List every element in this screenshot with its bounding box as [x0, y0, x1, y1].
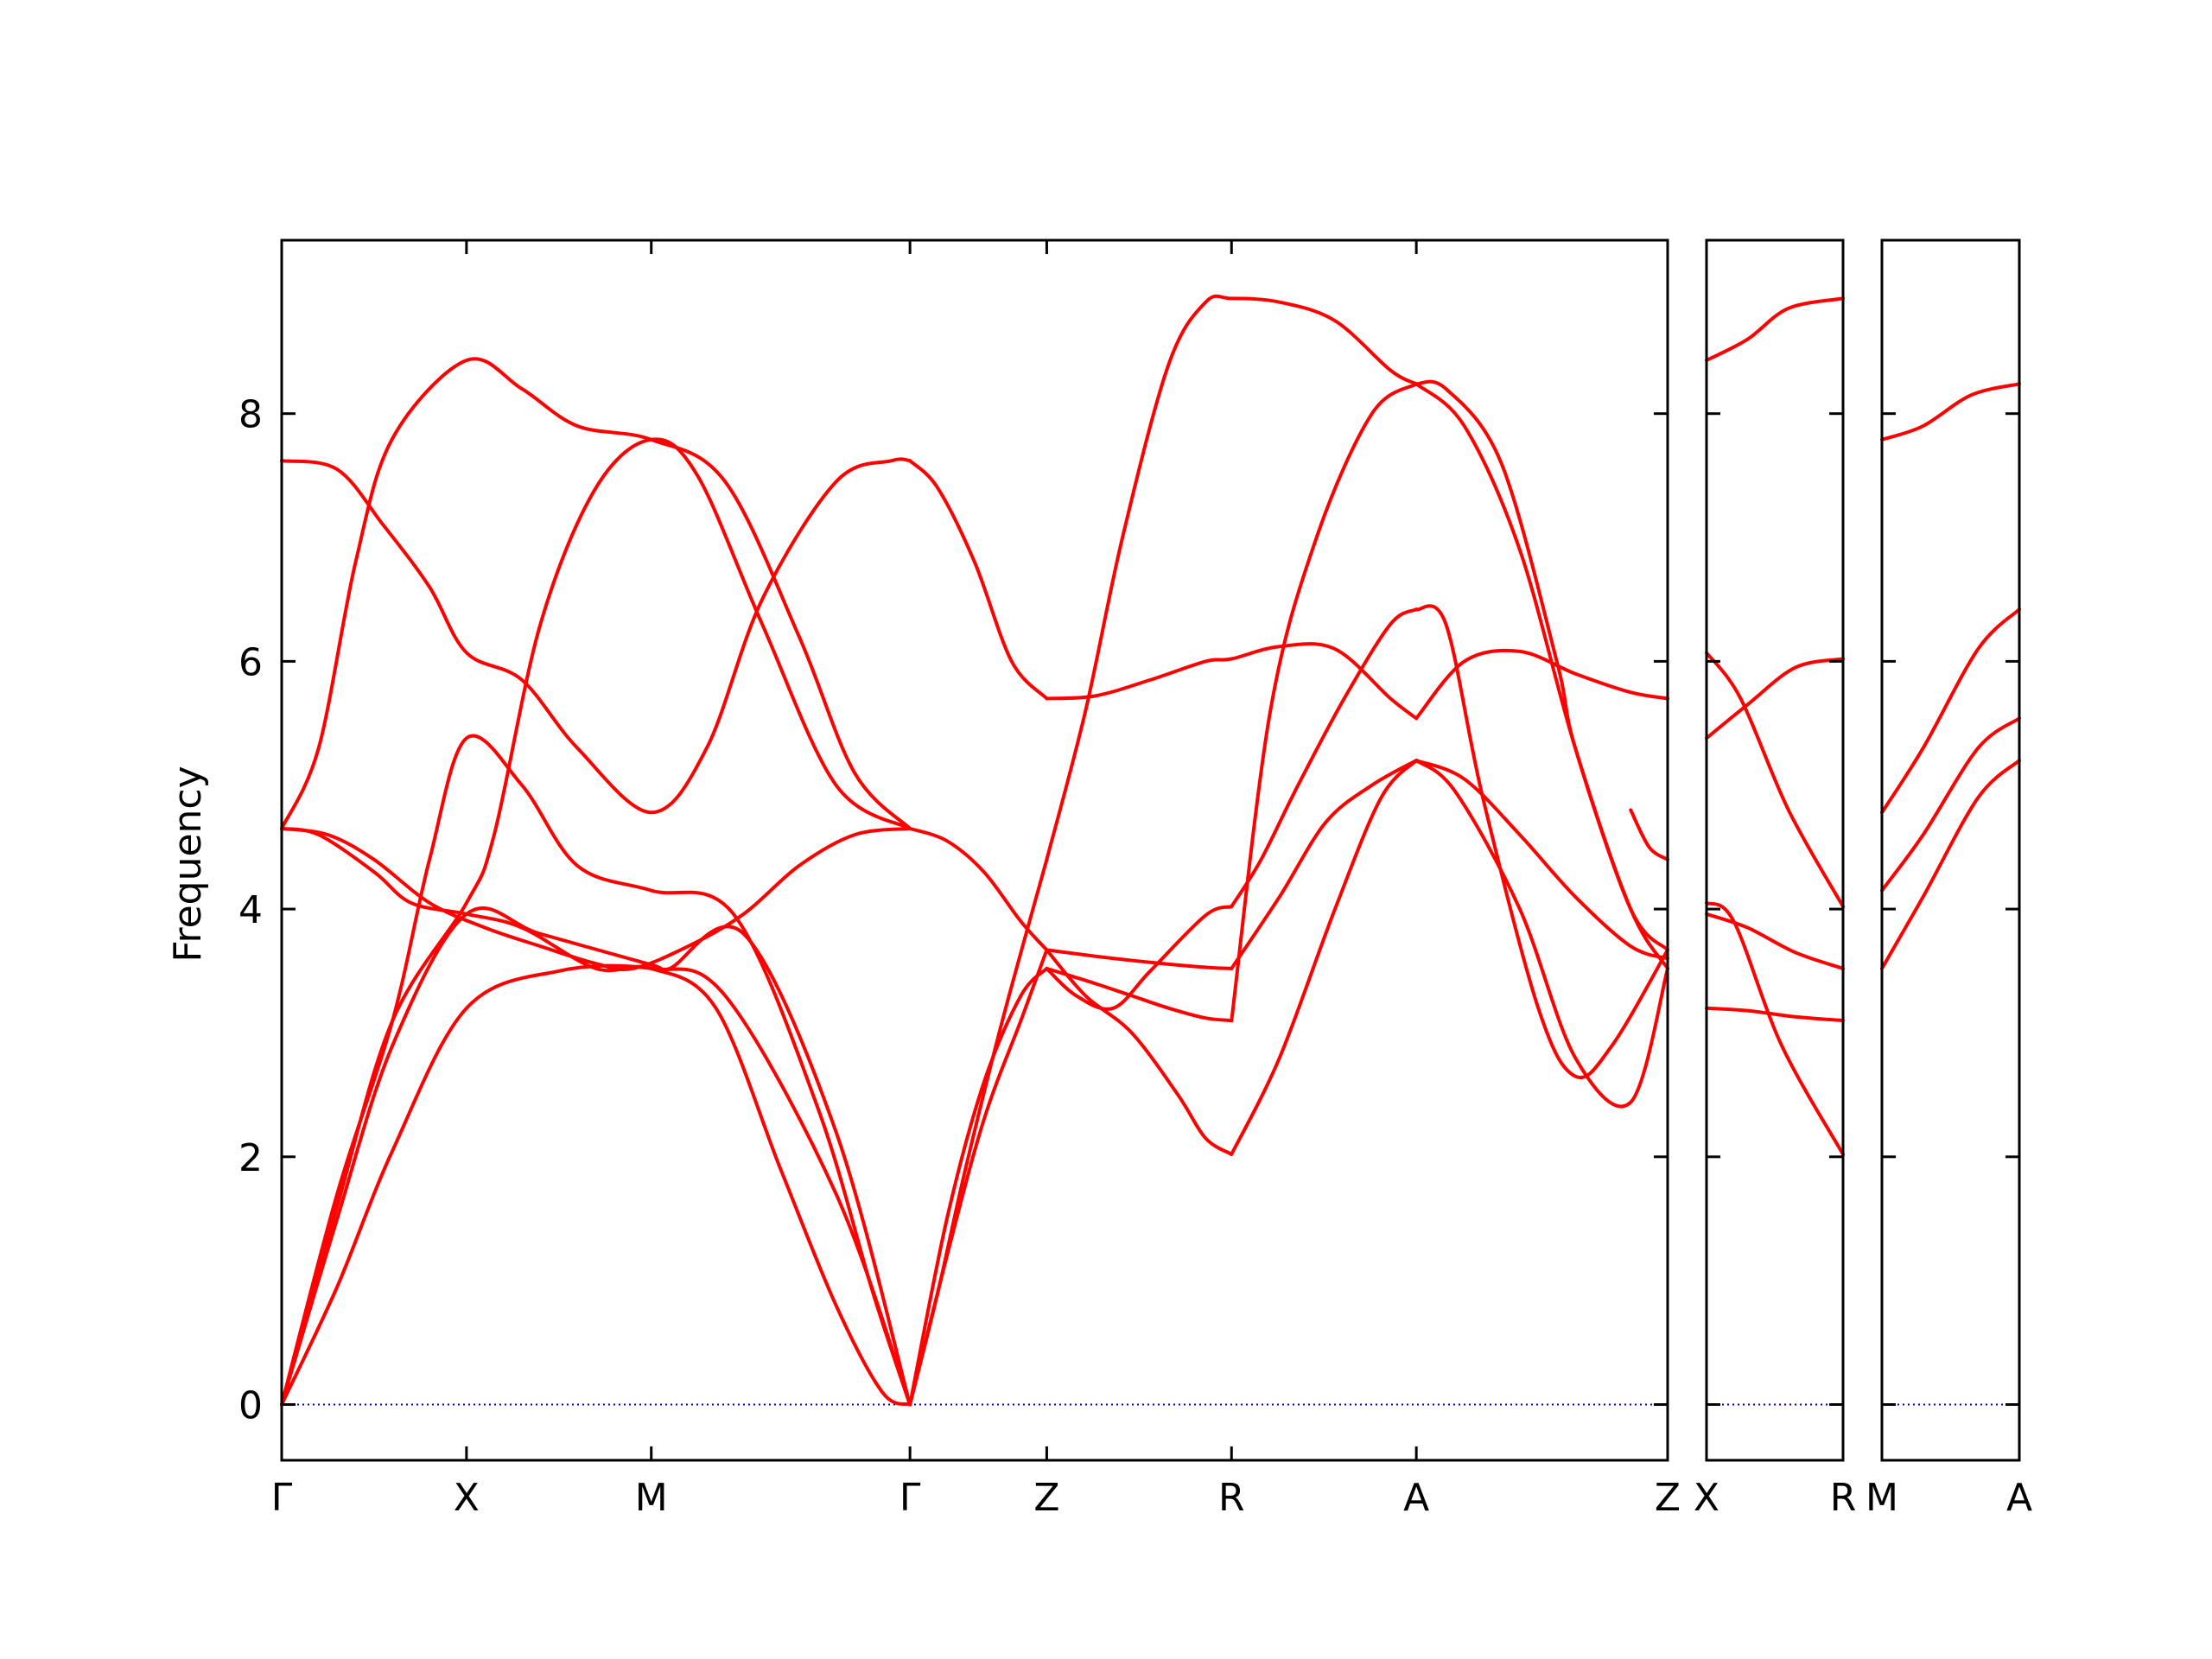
- plot-frame: [1705, 238, 1845, 1462]
- plot-frame: [280, 238, 1669, 1462]
- band-line: [1880, 607, 2021, 815]
- band-line: [280, 457, 912, 815]
- x-tick-label: R: [1830, 1476, 1857, 1520]
- band-line: [1230, 607, 1419, 909]
- band-line: [1045, 948, 1234, 970]
- band-line: [280, 357, 912, 830]
- band-line: [1705, 651, 1845, 909]
- x-tick-label: Γ: [899, 1476, 921, 1520]
- band-line: [1414, 382, 1669, 970]
- x-tick-label: A: [2006, 1476, 2032, 1520]
- y-tick-label: 8: [238, 393, 263, 437]
- band-line: [1045, 948, 1234, 1156]
- band-line: [908, 826, 1049, 952]
- band-line: [1045, 966, 1234, 1023]
- band-line: [1414, 604, 1669, 1080]
- band-line: [908, 948, 1049, 1407]
- band-line: [1230, 759, 1419, 970]
- band-line: [280, 963, 912, 1407]
- band-line: [280, 826, 912, 972]
- x-tick-label: X: [454, 1476, 480, 1520]
- band-line: [1880, 716, 2021, 893]
- band-line: [1045, 905, 1234, 1011]
- band-line: [1705, 912, 1845, 970]
- band-line: [1414, 759, 1669, 961]
- band-line: [908, 459, 1049, 701]
- band-line: [1880, 759, 2021, 970]
- band-line: [280, 906, 912, 1407]
- band-line: [1705, 1006, 1845, 1023]
- x-tick-label: M: [1866, 1476, 1898, 1520]
- x-tick-label: R: [1218, 1476, 1245, 1520]
- band-line: [1045, 642, 1419, 721]
- x-tick-label: A: [1403, 1476, 1429, 1520]
- panel-1: 0 2 4 6 8 Γ X M Γ Z R A Z: [238, 238, 1681, 1520]
- y-tick-label: 6: [238, 640, 263, 684]
- x-tick-label: Z: [1655, 1476, 1681, 1520]
- y-tick-label: 2: [238, 1136, 263, 1180]
- band-line: [1705, 900, 1845, 1156]
- x-tick-label: M: [635, 1476, 668, 1520]
- y-axis-label: Frequency: [166, 766, 210, 962]
- x-tick-label: X: [1694, 1476, 1719, 1520]
- band-line: [1045, 294, 1419, 861]
- y-tick-label: 0: [238, 1383, 263, 1427]
- band-line: [908, 966, 1049, 1407]
- band-line: [1705, 657, 1845, 741]
- x-tick-label: Γ: [271, 1476, 293, 1520]
- band-line: [1230, 382, 1419, 1023]
- band-line: [1629, 808, 1669, 861]
- band-line: [1880, 382, 2021, 442]
- band-line: [280, 826, 912, 1407]
- band-line: [1414, 379, 1669, 952]
- band-line: [1705, 296, 1845, 362]
- y-tick-label: 4: [238, 888, 263, 932]
- band-line: [1414, 648, 1669, 721]
- band-line: [1414, 759, 1669, 1109]
- band-line: [1230, 759, 1419, 1156]
- x-tick-label: Z: [1033, 1476, 1059, 1520]
- plot-frame: [1880, 238, 2021, 1462]
- band-line: [280, 734, 912, 1407]
